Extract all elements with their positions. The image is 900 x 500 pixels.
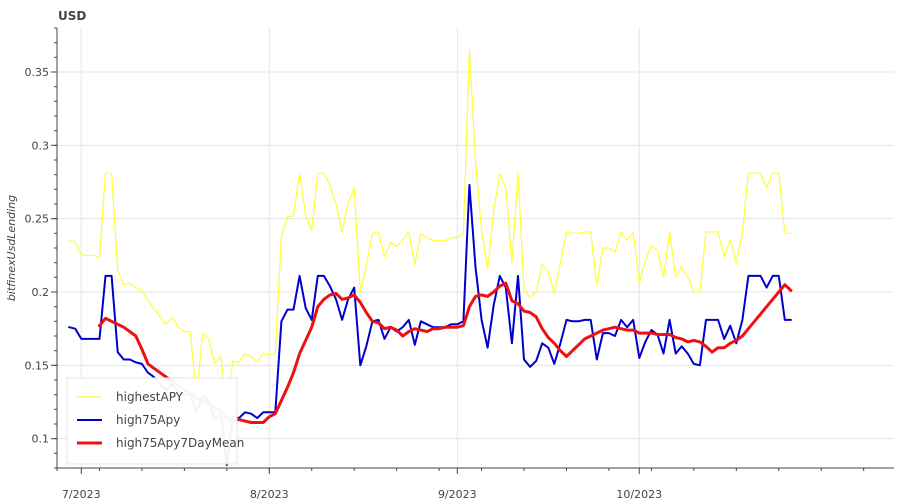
y-axis-label: bitfinexUsdLending [5, 195, 18, 301]
y-tick-label: 0.1 [32, 433, 50, 446]
grid-layer [57, 28, 894, 468]
x-tick-label: 10/2023 [616, 488, 662, 500]
series-line-highest-apy [68, 49, 792, 409]
legend-label-high75-apy: high75Apy [116, 413, 180, 427]
y-tick-label: 0.35 [25, 66, 50, 79]
axis-layer: 0.1 0.15 0.2 0.25 0.3 0.35 7/2023 8/2023 9/2023 1… [25, 27, 894, 500]
x-tick-label: 9/2023 [438, 488, 477, 500]
y-tick-label: 0.3 [32, 139, 50, 152]
legend-label-highest-apy: highestAPY [116, 390, 184, 404]
y-tick-label: 0.2 [32, 286, 50, 299]
y-tick-label: 0.15 [25, 359, 50, 372]
x-tick-label: 8/2023 [250, 488, 289, 500]
legend-label-high75-apy-7day-mean: high75Apy7DayMean [116, 436, 244, 450]
legend: highestAPY high75Apy high75Apy7DayMean [66, 377, 244, 465]
x-tick-label: 7/2023 [62, 488, 101, 500]
chart-title: USD [58, 9, 86, 23]
y-tick-label: 0.25 [25, 213, 50, 226]
